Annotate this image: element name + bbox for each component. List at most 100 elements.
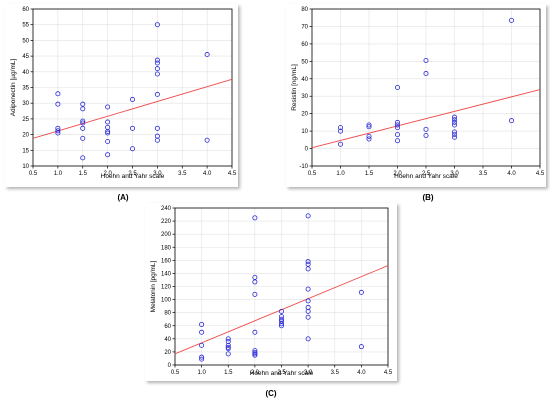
data-point xyxy=(395,132,401,138)
data-point xyxy=(199,356,205,362)
data-point xyxy=(80,135,86,141)
x-tick-label: 0.5 xyxy=(29,171,38,177)
data-point xyxy=(105,152,111,158)
x-tick-label: 2.0 xyxy=(251,370,260,376)
data-point xyxy=(154,22,160,28)
data-point xyxy=(225,346,231,352)
x-tick-label: 2.5 xyxy=(128,171,137,177)
data-point xyxy=(204,52,210,58)
data-point xyxy=(55,101,61,107)
x-tick-label: 3.5 xyxy=(479,171,488,177)
scatter-chart-a: 0.5 1.0 1.5 2.0 2.5 3.0 3.5 4.0 4.5 10 15 20 25 30 35 4… xyxy=(10,7,237,180)
data-point xyxy=(80,155,86,161)
x-tick-label: 4.5 xyxy=(384,370,393,376)
data-point xyxy=(423,132,429,138)
x-tick-label: 1.5 xyxy=(224,370,233,376)
x-tick-label: 1.0 xyxy=(197,370,206,376)
data-point xyxy=(451,119,457,125)
data-point xyxy=(508,17,514,23)
data-point xyxy=(366,124,372,130)
data-point xyxy=(154,60,160,66)
y-tick-label: 20 xyxy=(164,350,171,356)
data-point xyxy=(55,128,61,134)
data-point xyxy=(305,266,311,272)
scatter-chart-b: 0.5 1.0 1.5 2.0 2.5 3.0 3.5 4.0 4.5 -10 0 10 20 30 40 5… xyxy=(291,7,545,180)
y-tick-label: 35 xyxy=(22,86,29,92)
data-point xyxy=(154,66,160,72)
y-tick-label: 10 xyxy=(301,129,308,135)
data-point xyxy=(338,128,344,134)
data-point xyxy=(252,215,258,221)
data-point xyxy=(252,329,258,335)
x-tick-label: 4.0 xyxy=(507,171,516,177)
data-point xyxy=(366,122,372,128)
data-point xyxy=(451,129,457,135)
data-point xyxy=(395,138,401,144)
panel-label-b: (B) xyxy=(422,193,434,202)
y-axis-title: Melatonin [pg/mL] xyxy=(150,260,157,312)
x-tick-label: 4.0 xyxy=(203,171,212,177)
y-tick-label: 40 xyxy=(22,70,29,76)
x-tick-label: 3.0 xyxy=(304,370,313,376)
y-tick-label: 80 xyxy=(301,7,308,13)
y-tick-label: 60 xyxy=(22,7,29,13)
x-tick-label: 2.5 xyxy=(277,370,286,376)
y-tick-label: 20 xyxy=(301,112,308,118)
data-point xyxy=(366,133,372,139)
y-tick-label: 200 xyxy=(161,232,172,238)
y-tick-label: 25 xyxy=(22,117,29,123)
y-tick-label: 140 xyxy=(161,271,172,277)
data-point xyxy=(305,336,311,342)
data-point xyxy=(130,96,136,102)
data-point xyxy=(154,71,160,77)
y-tick-label: 50 xyxy=(301,59,308,65)
data-point xyxy=(154,57,160,63)
data-point xyxy=(423,71,429,77)
data-point xyxy=(55,130,61,136)
y-tick-label: 10 xyxy=(22,164,29,170)
data-point xyxy=(130,146,136,152)
y-tick-label: 70 xyxy=(301,24,308,30)
y-tick-label: 0 xyxy=(305,147,309,153)
y-tick-label: 240 xyxy=(161,206,172,212)
data-point xyxy=(80,118,86,124)
data-point xyxy=(305,213,311,219)
x-tick-label: 0.5 xyxy=(308,171,317,177)
data-point xyxy=(338,125,344,131)
x-tick-label: 3.0 xyxy=(450,171,459,177)
x-tick-label: 4.5 xyxy=(228,171,237,177)
data-point xyxy=(55,91,61,97)
x-tick-label: 2.5 xyxy=(422,171,431,177)
y-tick-label: 160 xyxy=(161,258,172,264)
panel-b: 0.5 1.0 1.5 2.0 2.5 3.0 3.5 4.0 4.5 -10 0 10 20 30 40 5… xyxy=(286,4,546,187)
panel-a: 0.5 1.0 1.5 2.0 2.5 3.0 3.5 4.0 4.5 10 15 20 25 30 35 4… xyxy=(5,4,238,187)
data-point xyxy=(423,126,429,132)
data-point xyxy=(305,286,311,292)
data-point xyxy=(204,137,210,143)
y-tick-label: 20 xyxy=(22,133,29,139)
data-point xyxy=(154,91,160,97)
data-point xyxy=(395,125,401,131)
data-point xyxy=(252,352,258,358)
data-point xyxy=(252,291,258,297)
panel-label-a: (A) xyxy=(117,193,129,202)
y-tick-label: 55 xyxy=(22,23,29,29)
x-tick-label: 3.5 xyxy=(178,171,187,177)
data-point xyxy=(225,342,231,348)
y-tick-label: 120 xyxy=(161,285,172,291)
x-tick-label: 1.5 xyxy=(79,171,88,177)
data-point xyxy=(199,321,205,327)
data-point xyxy=(278,321,284,327)
data-point xyxy=(225,336,231,342)
x-tick-label: 4.5 xyxy=(536,171,545,177)
data-point xyxy=(423,57,429,63)
data-point xyxy=(199,354,205,360)
trend-line xyxy=(175,265,388,355)
y-tick-label: -10 xyxy=(299,164,308,170)
data-point xyxy=(80,125,86,131)
data-point xyxy=(225,351,231,357)
data-point xyxy=(278,323,284,329)
data-point xyxy=(154,125,160,131)
data-point xyxy=(305,308,311,314)
trend-line xyxy=(33,78,232,139)
